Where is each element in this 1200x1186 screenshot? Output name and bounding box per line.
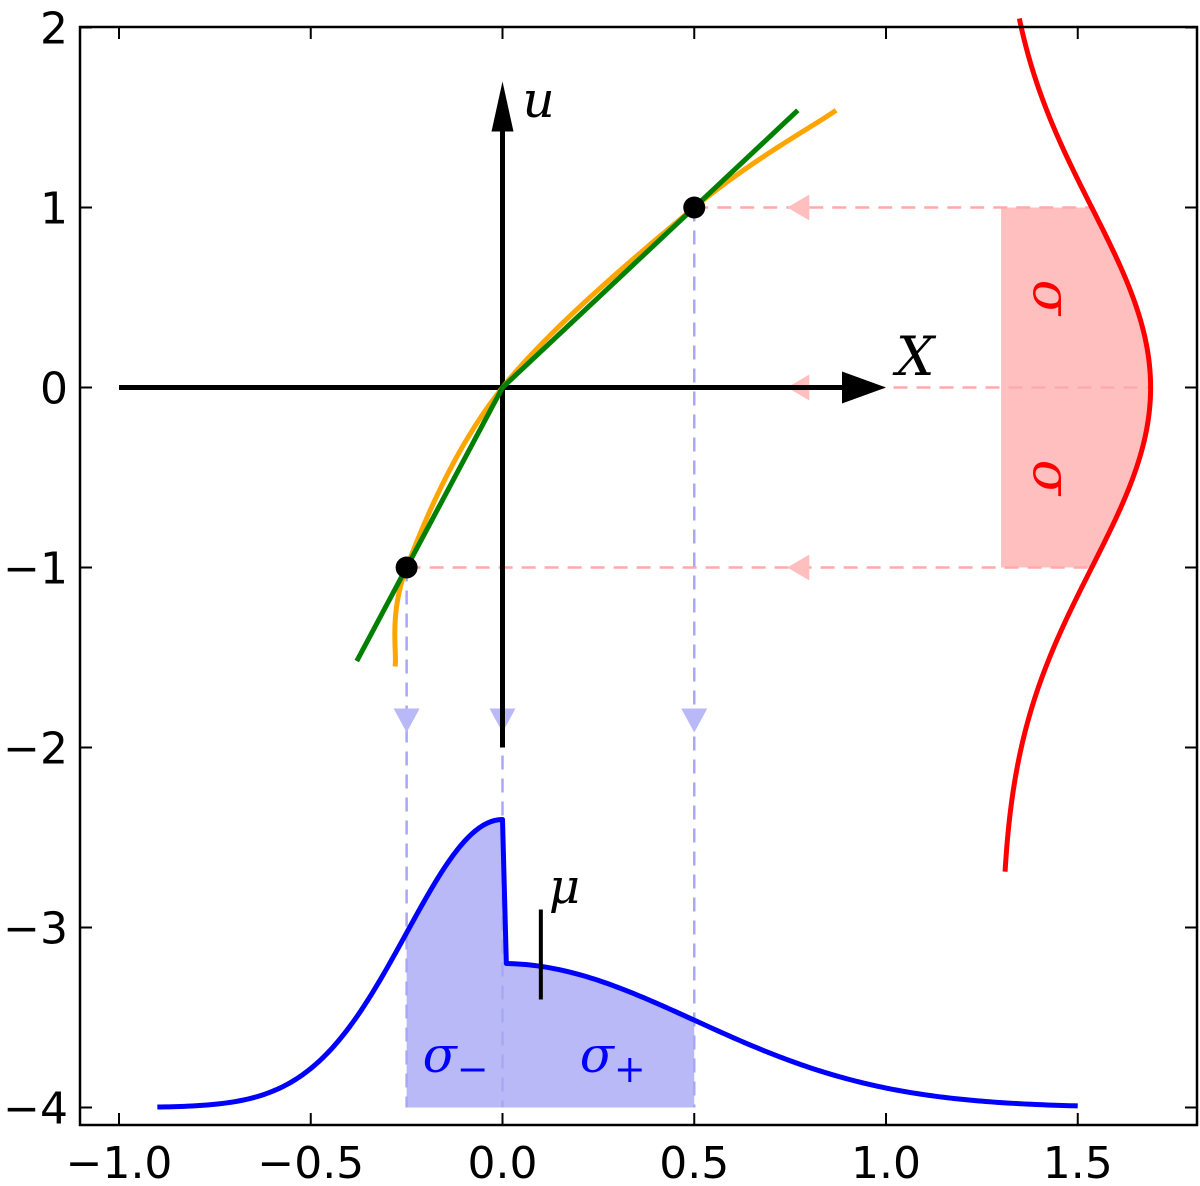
red-arrowhead — [787, 194, 810, 221]
x-tick-label: 0.0 — [468, 1138, 538, 1186]
red-arrowhead — [787, 554, 810, 581]
blue-arrowhead — [393, 708, 420, 733]
x-axis-arrowhead — [842, 371, 886, 404]
y-tick-label: −3 — [3, 904, 68, 955]
y-tick-label: −1 — [3, 544, 68, 595]
sigma-plus-label: σ+ — [580, 1026, 646, 1091]
y-tick-label: 1 — [40, 184, 68, 235]
x-tick-label: 1.0 — [851, 1138, 921, 1186]
plot-frame — [78, 25, 1199, 1127]
blue-sigma-fill — [406, 819, 695, 1108]
x-axis-label: X — [892, 325, 937, 388]
u-axis-arrowhead — [491, 81, 514, 132]
y-tick-label: −4 — [3, 1084, 68, 1135]
x-tick-label: −0.5 — [257, 1138, 364, 1186]
blue-arrowhead — [681, 708, 708, 733]
mu-label: μ — [549, 859, 580, 915]
tick-layer: −1.0 −0.5 0.0 0.5 1.0 1.5 2 1 0 −1 −2 −3 −4 — [3, 4, 1197, 1186]
x-tick-label: 0.5 — [659, 1138, 729, 1186]
sigma-minus-label: σ− — [423, 1026, 489, 1091]
red-sigma-fill — [1001, 207, 1151, 568]
y-tick-label: 2 — [40, 4, 68, 55]
red-gaussian-curve — [1002, 17, 1154, 872]
sigma-label-red: σ — [1021, 280, 1081, 317]
x-tick-label: −1.0 — [66, 1138, 173, 1186]
y-tick-label: −2 — [3, 724, 68, 775]
fill-layer — [406, 207, 1151, 1108]
inner-axes-layer — [119, 81, 886, 1000]
blue-distribution-curve — [157, 817, 1078, 1110]
data-point — [683, 196, 706, 219]
y-tick-label: 0 — [40, 364, 68, 415]
sigma-label-red: σ — [1021, 460, 1081, 497]
x-tick-label: 1.5 — [1043, 1138, 1113, 1186]
data-point — [395, 556, 418, 579]
curve-layer — [157, 17, 1154, 1110]
label-layer: u Xμ σ− σ+ σ σ — [423, 71, 1081, 1091]
u-axis-label: u — [523, 71, 555, 129]
